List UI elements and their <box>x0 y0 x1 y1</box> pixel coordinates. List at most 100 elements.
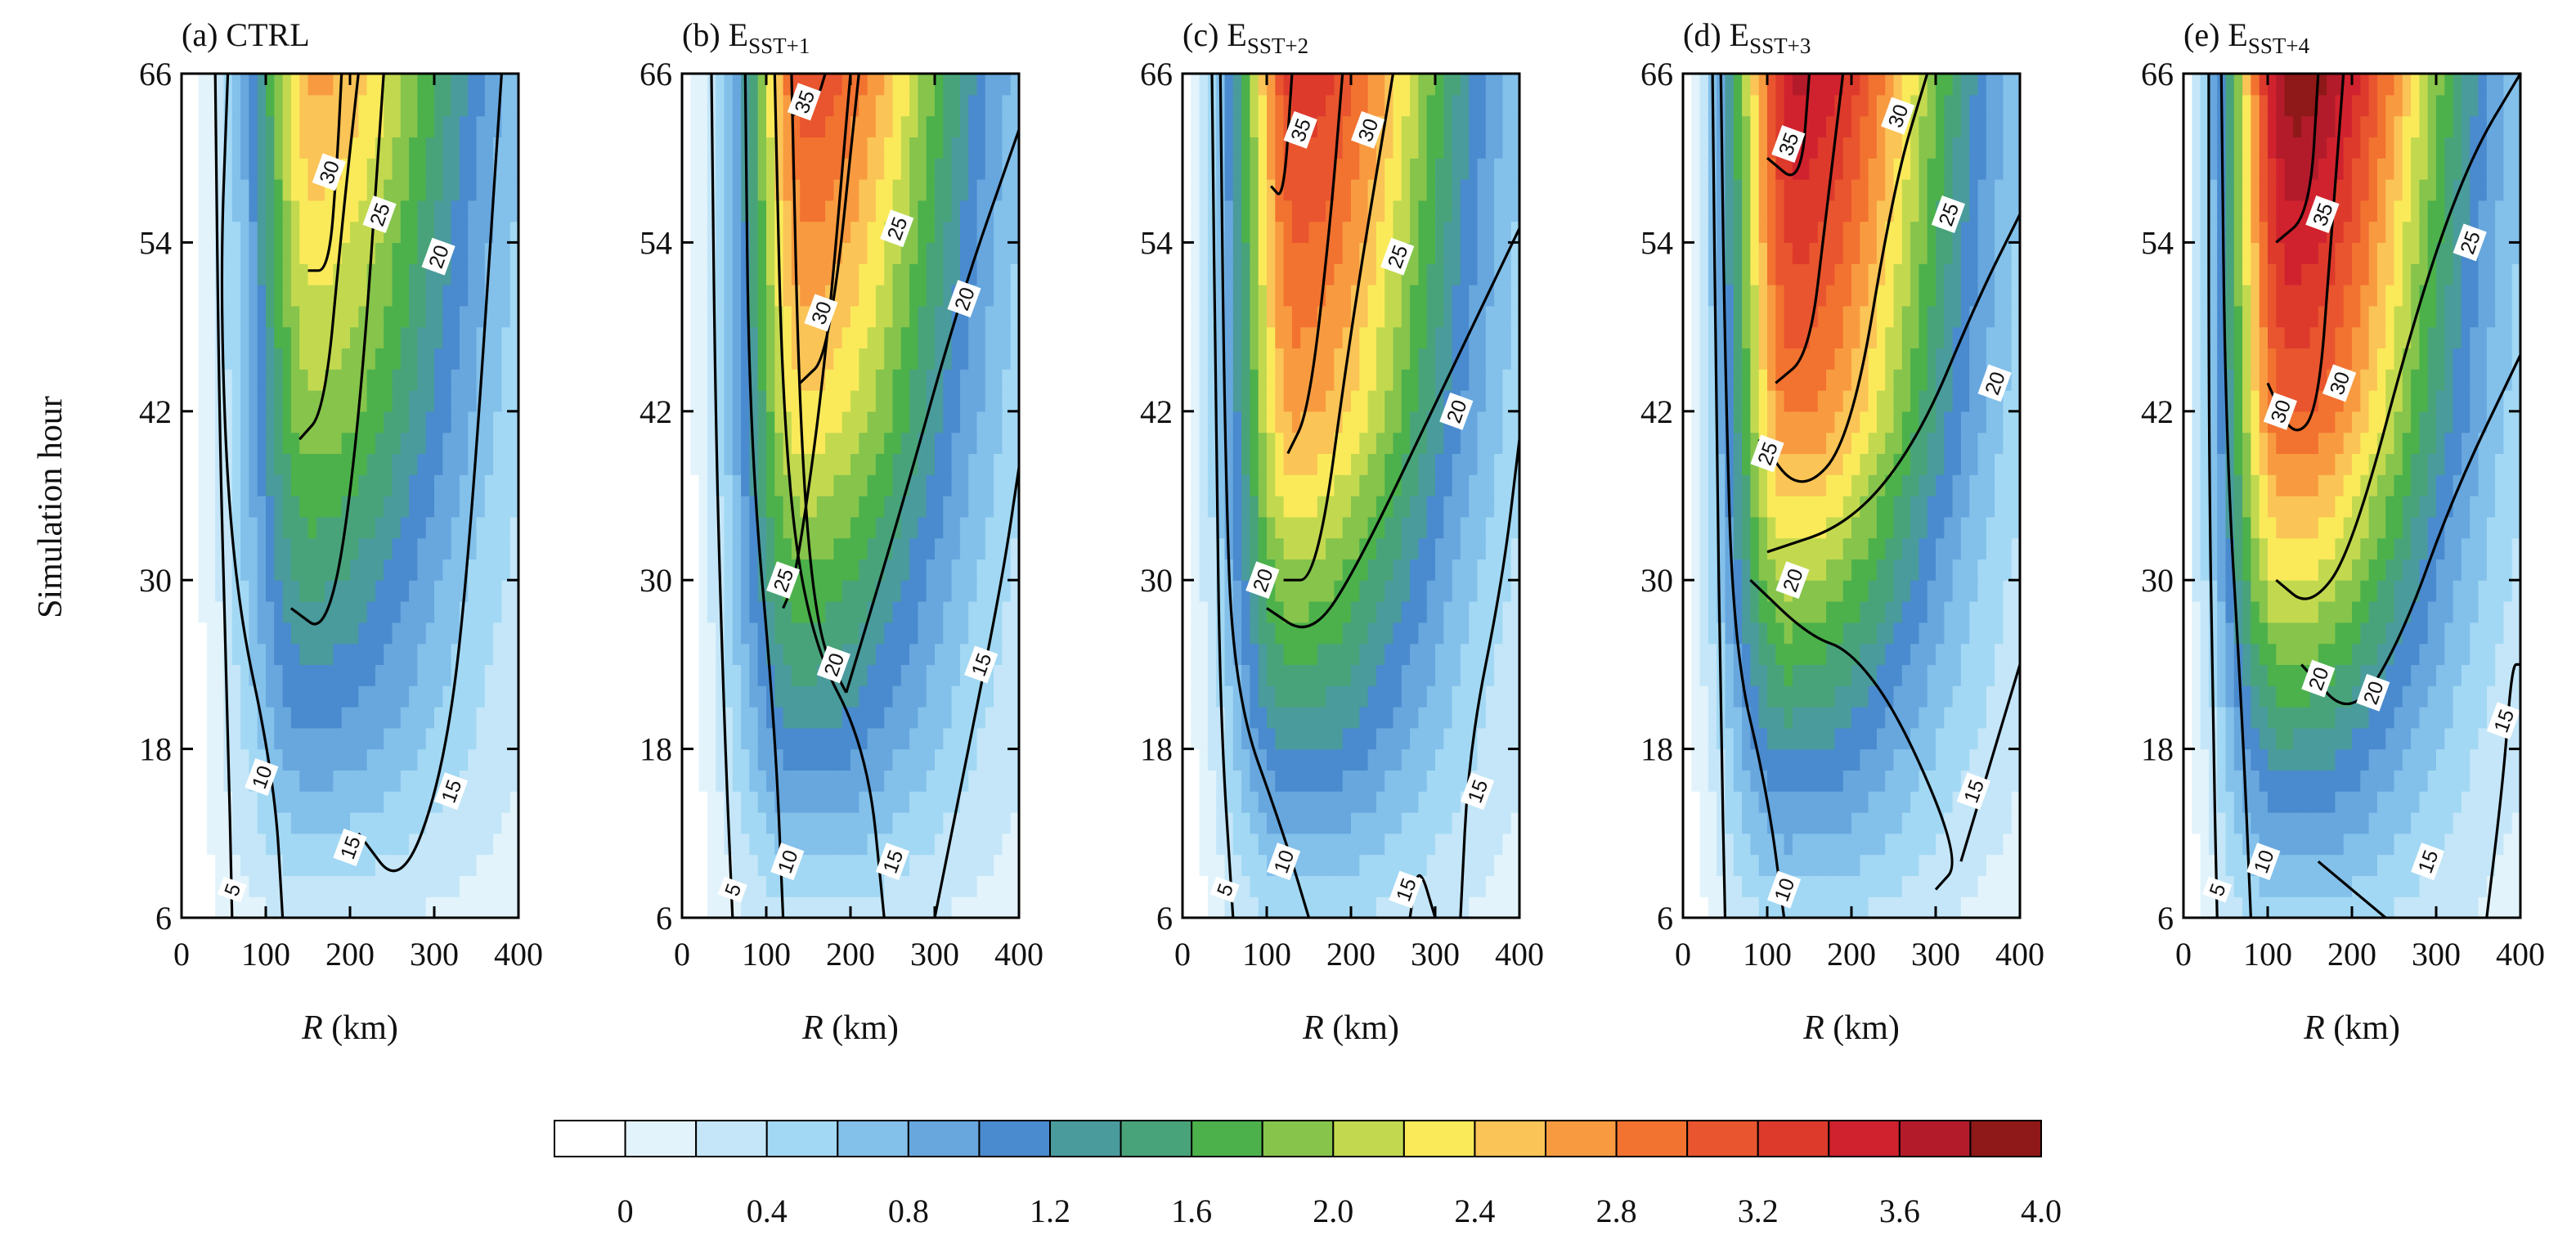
shading-cell <box>341 158 351 180</box>
shading-cell <box>943 369 953 391</box>
shading-cell <box>1216 221 1226 243</box>
shading-cell <box>1469 179 1479 201</box>
shading-cell <box>476 580 486 602</box>
shading-cell <box>900 326 910 348</box>
shading-cell <box>1469 516 1479 539</box>
shading-cell <box>1401 537 1411 559</box>
shading-cell <box>484 537 494 559</box>
shading-cell <box>1494 622 1503 645</box>
shading-cell <box>741 285 750 307</box>
shading-cell <box>1308 601 1318 623</box>
shading-cell <box>1342 305 1352 328</box>
shading-cell <box>716 496 725 518</box>
shading-cell <box>316 727 325 750</box>
shading-cell <box>1494 854 1503 876</box>
shading-cell <box>875 432 885 454</box>
shading-cell <box>1342 285 1352 307</box>
shading-cell <box>1502 115 1512 137</box>
shading-cell <box>985 115 994 137</box>
shading-cell <box>231 833 241 856</box>
shading-cell <box>1342 685 1352 708</box>
shading-cell <box>384 896 393 918</box>
shading-cell <box>994 685 1003 708</box>
shading-cell <box>1376 559 1385 581</box>
shading-cell <box>875 516 885 539</box>
shading-cell <box>1443 158 1453 180</box>
shading-cell <box>451 348 460 370</box>
shading-cell <box>1308 685 1318 708</box>
shading-cell <box>366 833 376 856</box>
shading-cell <box>1367 74 1377 96</box>
shading-cell <box>366 601 376 623</box>
shading-cell <box>484 115 494 137</box>
shading-cell <box>1426 685 1436 708</box>
shading-cell <box>892 158 902 180</box>
shading-cell <box>476 305 486 328</box>
shading-cell <box>249 137 258 159</box>
shading-cell <box>1326 74 1335 96</box>
shading-cell <box>509 601 518 623</box>
shading-cell <box>400 179 410 201</box>
shading-cell <box>1342 158 1352 180</box>
shading-cell <box>1426 221 1436 243</box>
shading-cell <box>1367 643 1377 665</box>
shading-cell <box>766 812 775 834</box>
shading-cell <box>1183 390 1192 412</box>
shading-cell <box>290 411 300 434</box>
shading-cell <box>392 348 402 370</box>
shading-cell <box>850 537 859 559</box>
shading-cell <box>1199 115 1209 137</box>
shading-cell <box>900 432 910 454</box>
shading-cell <box>1460 516 1470 539</box>
shading-cell <box>1199 242 1209 264</box>
shading-cell <box>282 622 292 645</box>
shading-cell <box>918 537 927 559</box>
shading-cell <box>425 432 435 454</box>
shading-cell <box>384 158 393 180</box>
shading-cell <box>985 833 994 856</box>
shading-cell <box>1351 369 1360 391</box>
shading-cell <box>732 770 742 792</box>
shading-cell <box>1241 748 1250 771</box>
shading-cell <box>459 348 469 370</box>
shading-cell <box>1435 348 1444 370</box>
shading-cell <box>959 474 969 496</box>
shading-cell <box>875 179 885 201</box>
shading-cell <box>1494 875 1503 897</box>
shading-cell <box>766 137 775 159</box>
shading-cell <box>459 727 469 750</box>
shading-cell <box>1267 348 1276 370</box>
shading-cell <box>959 622 969 645</box>
shading-cell <box>1494 242 1503 264</box>
shading-cell <box>468 833 478 856</box>
shading-cell <box>182 833 191 856</box>
shading-cell <box>459 326 469 348</box>
shading-cell <box>198 305 208 328</box>
shading-cell <box>1393 685 1402 708</box>
shading-cell <box>1010 643 1019 665</box>
shading-cell <box>1452 158 1461 180</box>
shading-cell <box>1502 685 1512 708</box>
shading-cell <box>757 537 767 559</box>
shading-cell <box>350 496 359 518</box>
shading-cell <box>935 348 944 370</box>
shading-cell <box>400 685 410 708</box>
shading-cell <box>223 516 233 539</box>
shading-cell <box>1452 622 1461 645</box>
shading-cell <box>1410 516 1419 539</box>
shading-cell <box>425 559 435 581</box>
shading-cell <box>1241 74 1250 96</box>
shading-cell <box>425 812 435 834</box>
shading-cell <box>808 854 818 876</box>
shading-cell <box>1469 326 1479 348</box>
shading-cell <box>724 453 734 475</box>
shading-cell <box>690 137 700 159</box>
shading-cell <box>1326 285 1335 307</box>
shading-cell <box>325 411 334 434</box>
shading-cell <box>1376 474 1385 496</box>
shading-cell <box>240 200 249 222</box>
shading-cell <box>509 158 518 180</box>
shading-cell <box>257 875 267 897</box>
shading-cell <box>358 812 368 834</box>
shading-cell <box>1401 791 1411 813</box>
